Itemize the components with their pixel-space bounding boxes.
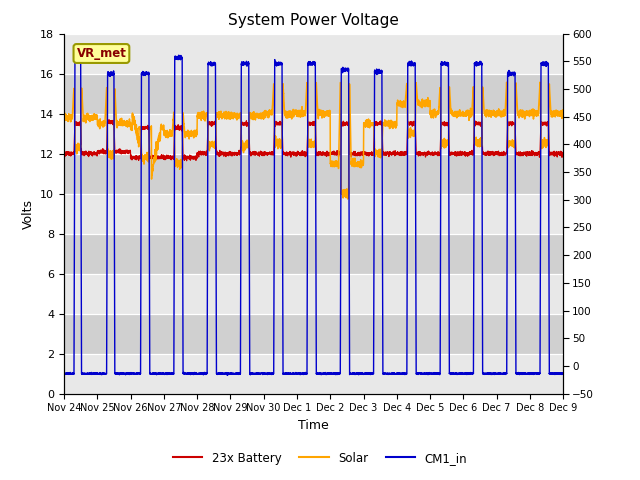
23x Battery [183, 158, 191, 164]
Bar [64, 274, 563, 313]
Solar [511, 144, 519, 149]
CM1_in [559, 370, 567, 376]
Line: Solar: Solar [64, 82, 563, 199]
CM1_in [74, 43, 82, 48]
CM1_in [513, 372, 521, 377]
CM1_in [252, 371, 259, 376]
Title: System Power Voltage: System Power Voltage [228, 13, 399, 28]
CM1_in [120, 371, 127, 377]
23x Battery [105, 117, 113, 123]
CM1_in [60, 371, 68, 377]
Y-axis label: Volts: Volts [22, 199, 35, 228]
Bar [64, 34, 563, 73]
Line: 23x Battery: 23x Battery [64, 120, 563, 161]
Bar [64, 313, 563, 354]
Solar [372, 151, 380, 157]
CM1_in [533, 371, 541, 377]
Solar [120, 122, 127, 128]
Text: VR_met: VR_met [77, 47, 126, 60]
CM1_in [223, 372, 231, 378]
Bar [64, 193, 563, 234]
Solar [513, 104, 521, 109]
Solar [559, 111, 567, 117]
Bar [64, 234, 563, 274]
Line: CM1_in: CM1_in [64, 46, 563, 375]
Solar [252, 114, 259, 120]
23x Battery [533, 151, 541, 156]
Bar [64, 154, 563, 193]
23x Battery [60, 150, 68, 156]
Solar [533, 111, 541, 117]
23x Battery [513, 150, 521, 156]
Bar [64, 354, 563, 394]
23x Battery [120, 151, 127, 156]
Bar [64, 73, 563, 114]
Bar [64, 114, 563, 154]
23x Battery [511, 121, 519, 127]
Solar [60, 118, 68, 123]
CM1_in [372, 69, 380, 74]
CM1_in [511, 72, 519, 77]
23x Battery [252, 152, 259, 158]
Solar [503, 79, 511, 85]
23x Battery [559, 152, 567, 157]
X-axis label: Time: Time [298, 419, 329, 432]
23x Battery [372, 119, 380, 124]
Solar [344, 196, 351, 202]
Legend: 23x Battery, Solar, CM1_in: 23x Battery, Solar, CM1_in [168, 447, 472, 469]
